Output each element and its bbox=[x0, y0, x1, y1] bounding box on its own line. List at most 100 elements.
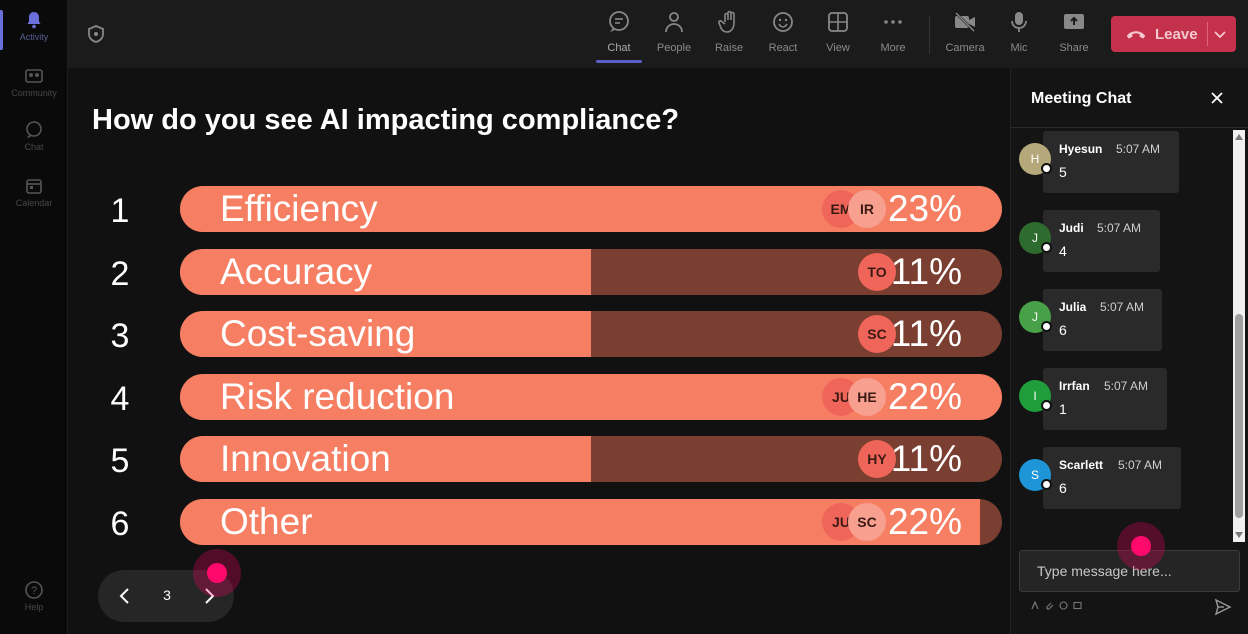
more-icon bbox=[884, 20, 902, 24]
rail-item-calendar[interactable]: Calendar bbox=[0, 174, 68, 218]
chat-message[interactable]: Julia 5:07 AM 6 bbox=[1043, 289, 1162, 351]
grid-icon bbox=[828, 12, 848, 32]
rail-item-chat[interactable]: Chat bbox=[0, 118, 68, 162]
poll-option-row[interactable]: 5 Innovation 11% HY bbox=[68, 436, 1010, 484]
avatar[interactable]: J bbox=[1019, 222, 1052, 254]
message-time: 5:07 AM bbox=[1118, 458, 1163, 472]
sender-name: Judi bbox=[1059, 221, 1084, 235]
voter-avatar: HE bbox=[848, 377, 886, 416]
chat-message[interactable]: Judi 5:07 AM 4 bbox=[1043, 210, 1160, 272]
option-bar: Innovation 11% HY bbox=[180, 436, 1002, 482]
view-button[interactable]: View bbox=[813, 10, 863, 62]
chat-message-input[interactable] bbox=[1019, 550, 1240, 592]
avatar-initial: J bbox=[1032, 310, 1038, 324]
voter-avatar: SC bbox=[858, 315, 896, 353]
view-label: View bbox=[826, 42, 850, 54]
rail-item-community[interactable]: Community bbox=[0, 64, 68, 108]
option-percentage: 22% bbox=[887, 500, 962, 542]
option-number: 1 bbox=[110, 192, 130, 230]
attach-icon[interactable] bbox=[1045, 601, 1054, 610]
option-label: Cost-saving bbox=[220, 313, 416, 354]
people-button[interactable]: People bbox=[649, 10, 699, 62]
option-percentage: 22% bbox=[887, 375, 962, 417]
option-number: 3 bbox=[110, 317, 130, 355]
raise-hand-button[interactable]: Raise bbox=[704, 10, 754, 62]
mic-button[interactable]: Mic bbox=[994, 10, 1044, 62]
poll-option-row[interactable]: 3 Cost-saving 11% SC bbox=[68, 311, 1010, 359]
more-button[interactable]: More bbox=[868, 10, 918, 62]
option-percentage: 11% bbox=[890, 313, 962, 354]
rail-label: Calendar bbox=[15, 198, 53, 208]
voter-avatar: IR bbox=[848, 190, 886, 228]
avatar-initial: H bbox=[1030, 152, 1040, 166]
meeting-chat-panel: Meeting Chat Hyesun 5:07 AM 5 H Judi 5:07 AM 4… bbox=[1010, 68, 1248, 634]
presence-status-icon bbox=[1041, 400, 1052, 411]
scroll-thumb[interactable] bbox=[1235, 314, 1243, 518]
poll-question: How do you see AI impacting compliance? bbox=[92, 104, 680, 136]
bell-icon bbox=[27, 12, 41, 29]
option-number: 4 bbox=[110, 379, 130, 418]
emoji-icon bbox=[773, 12, 793, 32]
voter-avatar: TO bbox=[858, 252, 896, 291]
avatar-initial: I bbox=[1033, 389, 1037, 403]
message-text: 1 bbox=[1059, 401, 1067, 417]
toolbar-divider bbox=[929, 16, 930, 54]
shield-icon[interactable] bbox=[86, 24, 106, 44]
avatar[interactable]: J bbox=[1019, 301, 1052, 333]
option-bar: Risk reduction 22% JU HE bbox=[180, 373, 1002, 420]
chat-message[interactable]: Irrfan 5:07 AM 1 bbox=[1043, 368, 1167, 430]
poll-option-row[interactable]: 4 Risk reduction 22% JU HE bbox=[68, 373, 1010, 422]
message-time: 5:07 AM bbox=[1097, 221, 1142, 235]
option-percentage: 23% bbox=[887, 188, 962, 229]
chat-header-divider bbox=[1011, 127, 1248, 128]
chat-message[interactable]: Scarlett 5:07 AM 6 bbox=[1043, 447, 1181, 509]
leave-button[interactable]: Leave bbox=[1111, 16, 1236, 52]
option-percentage: 11% bbox=[890, 438, 962, 479]
presence-status-icon bbox=[1041, 479, 1052, 490]
scroll-down-arrow[interactable] bbox=[1235, 532, 1243, 538]
share-icon bbox=[1064, 14, 1084, 29]
option-label: Accuracy bbox=[220, 250, 373, 292]
chevron-left-icon[interactable] bbox=[116, 586, 134, 606]
option-number: 5 bbox=[110, 442, 130, 480]
poll-option-row[interactable]: 6 Other 22% JU SC bbox=[68, 498, 1010, 547]
message-text: 4 bbox=[1059, 243, 1067, 259]
gif-icon[interactable] bbox=[1073, 601, 1082, 610]
poll-option-row[interactable]: 2 Accuracy 11% TO bbox=[68, 248, 1010, 297]
poll-option-row[interactable]: 1 Efficiency 23% EM IR bbox=[68, 186, 1010, 234]
chevron-down-icon[interactable] bbox=[1211, 25, 1229, 43]
avatar[interactable]: H bbox=[1019, 143, 1052, 175]
react-button[interactable]: React bbox=[758, 10, 808, 62]
rail-label: Activity bbox=[19, 32, 49, 42]
cursor-indicator bbox=[193, 549, 241, 597]
rail-item-activity[interactable]: Activity bbox=[0, 8, 68, 52]
message-text: 6 bbox=[1059, 480, 1067, 496]
scroll-up-arrow[interactable] bbox=[1235, 134, 1243, 140]
option-label: Efficiency bbox=[220, 188, 378, 229]
people-label: People bbox=[656, 42, 692, 54]
share-button[interactable]: Share bbox=[1049, 10, 1099, 62]
format-icon[interactable] bbox=[1031, 601, 1040, 610]
svg-text:?: ? bbox=[31, 585, 37, 597]
chat-scrollbar[interactable] bbox=[1233, 130, 1245, 542]
message-time: 5:07 AM bbox=[1104, 379, 1149, 393]
rail-item-help[interactable]: ? Help bbox=[0, 578, 68, 622]
camera-button[interactable]: Camera bbox=[940, 10, 990, 62]
send-icon[interactable] bbox=[1214, 598, 1232, 616]
mic-icon bbox=[1011, 12, 1027, 32]
chevron-right-icon[interactable] bbox=[200, 586, 218, 606]
hang-up-icon bbox=[1126, 31, 1146, 39]
avatar[interactable]: S bbox=[1019, 459, 1052, 491]
option-bar: Efficiency 23% EM IR bbox=[180, 186, 1002, 232]
avatar[interactable]: I bbox=[1019, 380, 1052, 412]
voter-avatar: HY bbox=[858, 440, 896, 478]
camera-off-icon bbox=[955, 12, 975, 32]
rail-label: Help bbox=[24, 602, 44, 612]
chat-button[interactable]: Chat bbox=[594, 10, 644, 63]
more-label: More bbox=[880, 42, 906, 54]
avatar-initial: J bbox=[1032, 231, 1038, 245]
close-icon[interactable] bbox=[1209, 90, 1225, 106]
emoji-icon[interactable] bbox=[1059, 601, 1068, 610]
chat-message[interactable]: Hyesun 5:07 AM 5 bbox=[1043, 131, 1179, 193]
chat-label: Chat bbox=[607, 42, 631, 54]
